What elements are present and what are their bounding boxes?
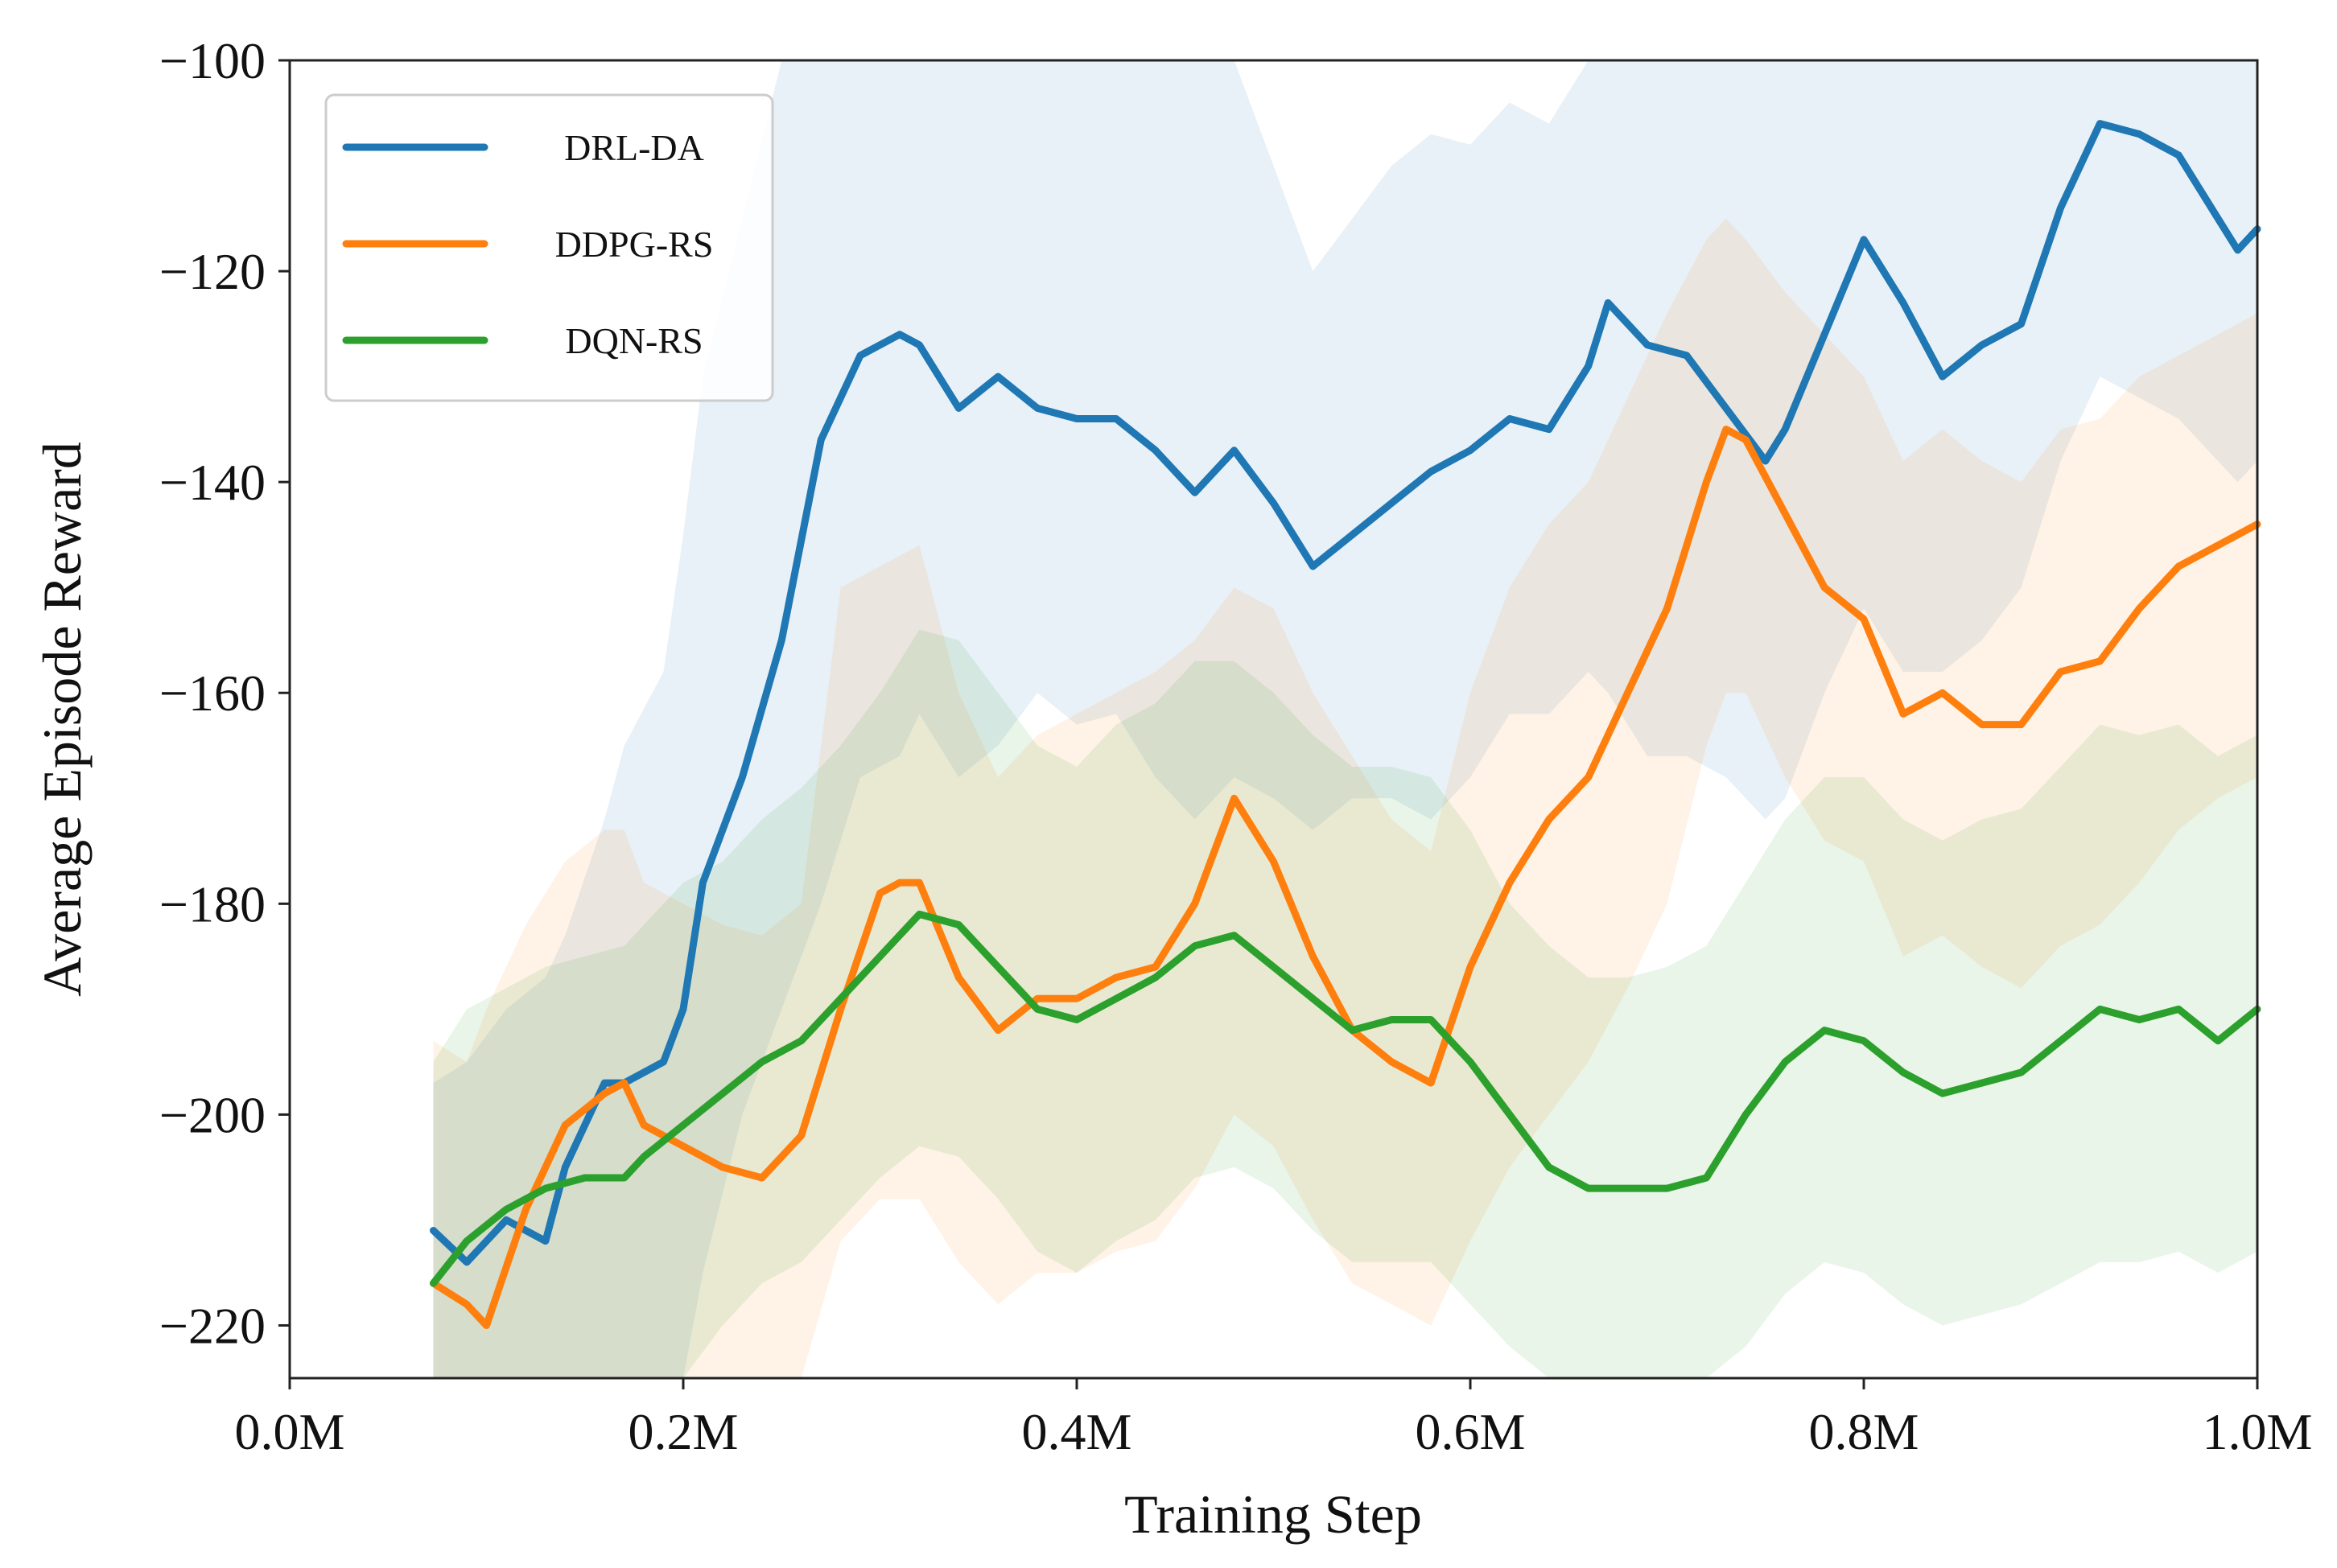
y-tick-label: −220 — [159, 1297, 266, 1354]
legend-box — [324, 93, 774, 402]
ddpg-rs-band — [433, 218, 2257, 1379]
x-tick-label: 0.0M — [235, 1403, 345, 1460]
legend-label-dqn-rs: DQN-RS — [565, 320, 703, 361]
legend: DRL-DA DDPG-RS DQN-RS — [324, 93, 774, 402]
legend-label-ddpg-rs: DDPG-RS — [555, 224, 714, 265]
legend-label-drl-da: DRL-DA — [564, 127, 704, 168]
x-tick-label: 0.8M — [1809, 1403, 1919, 1460]
x-tick-label: 1.0M — [2203, 1403, 2313, 1460]
x-tick-label: 0.4M — [1022, 1403, 1132, 1460]
plot-frame — [288, 59, 2259, 1380]
x-tick-label: 0.2M — [629, 1403, 739, 1460]
ddpg-rs-line — [430, 426, 2261, 1329]
y-axis-label: Average Episode Reward — [31, 442, 93, 997]
x-axis-label: Training Step — [1124, 1484, 1422, 1545]
y-tick-label: −160 — [159, 665, 266, 722]
x-tick-label: 0.6M — [1416, 1403, 1526, 1460]
y-tick-label: −140 — [159, 454, 266, 511]
drl-da-line — [430, 120, 2261, 1266]
dqn-rs-band — [433, 629, 2257, 1378]
y-tick-label: −200 — [159, 1086, 266, 1143]
x-axis-ticks: 0.0M 0.2M 0.4M 0.6M 0.8M 1.0M — [235, 1378, 2313, 1460]
y-axis-ticks: −100 −120 −140 −160 −180 −200 −220 — [159, 32, 290, 1354]
y-tick-label: −120 — [159, 243, 266, 300]
series-lines — [430, 120, 2261, 1329]
dqn-rs-line — [430, 910, 2261, 1287]
y-tick-label: −180 — [159, 875, 266, 932]
y-tick-label: −100 — [159, 32, 266, 89]
